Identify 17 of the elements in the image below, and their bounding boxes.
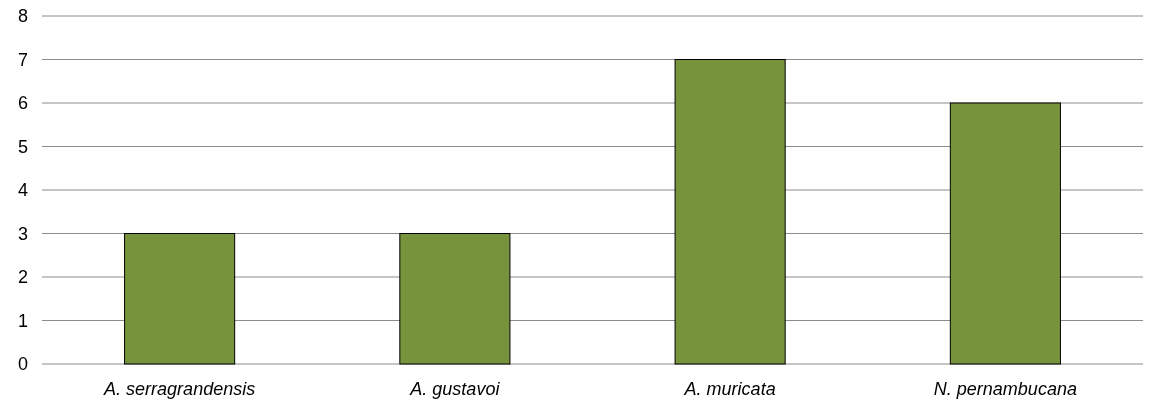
x-tick-label: A. serragrandensis <box>103 378 256 399</box>
y-tick-label: 4 <box>17 180 28 201</box>
bar <box>124 233 236 365</box>
bar <box>674 59 786 365</box>
y-tick-label: 0 <box>17 354 28 375</box>
x-tick-label: A. muricata <box>683 378 776 399</box>
y-tick-label: 2 <box>17 267 28 288</box>
bar <box>399 233 511 365</box>
y-tick-label: 8 <box>17 6 28 27</box>
x-tick-label: A. gustavoi <box>409 378 501 399</box>
y-tick-label: 7 <box>17 49 28 70</box>
y-tick-label: 3 <box>17 223 28 244</box>
y-tick-label: 6 <box>17 93 28 114</box>
y-tick-label: 5 <box>17 136 28 157</box>
bar <box>949 102 1061 365</box>
x-tick-label: N. pernambucana <box>933 378 1077 399</box>
y-tick-label: 1 <box>17 310 28 331</box>
